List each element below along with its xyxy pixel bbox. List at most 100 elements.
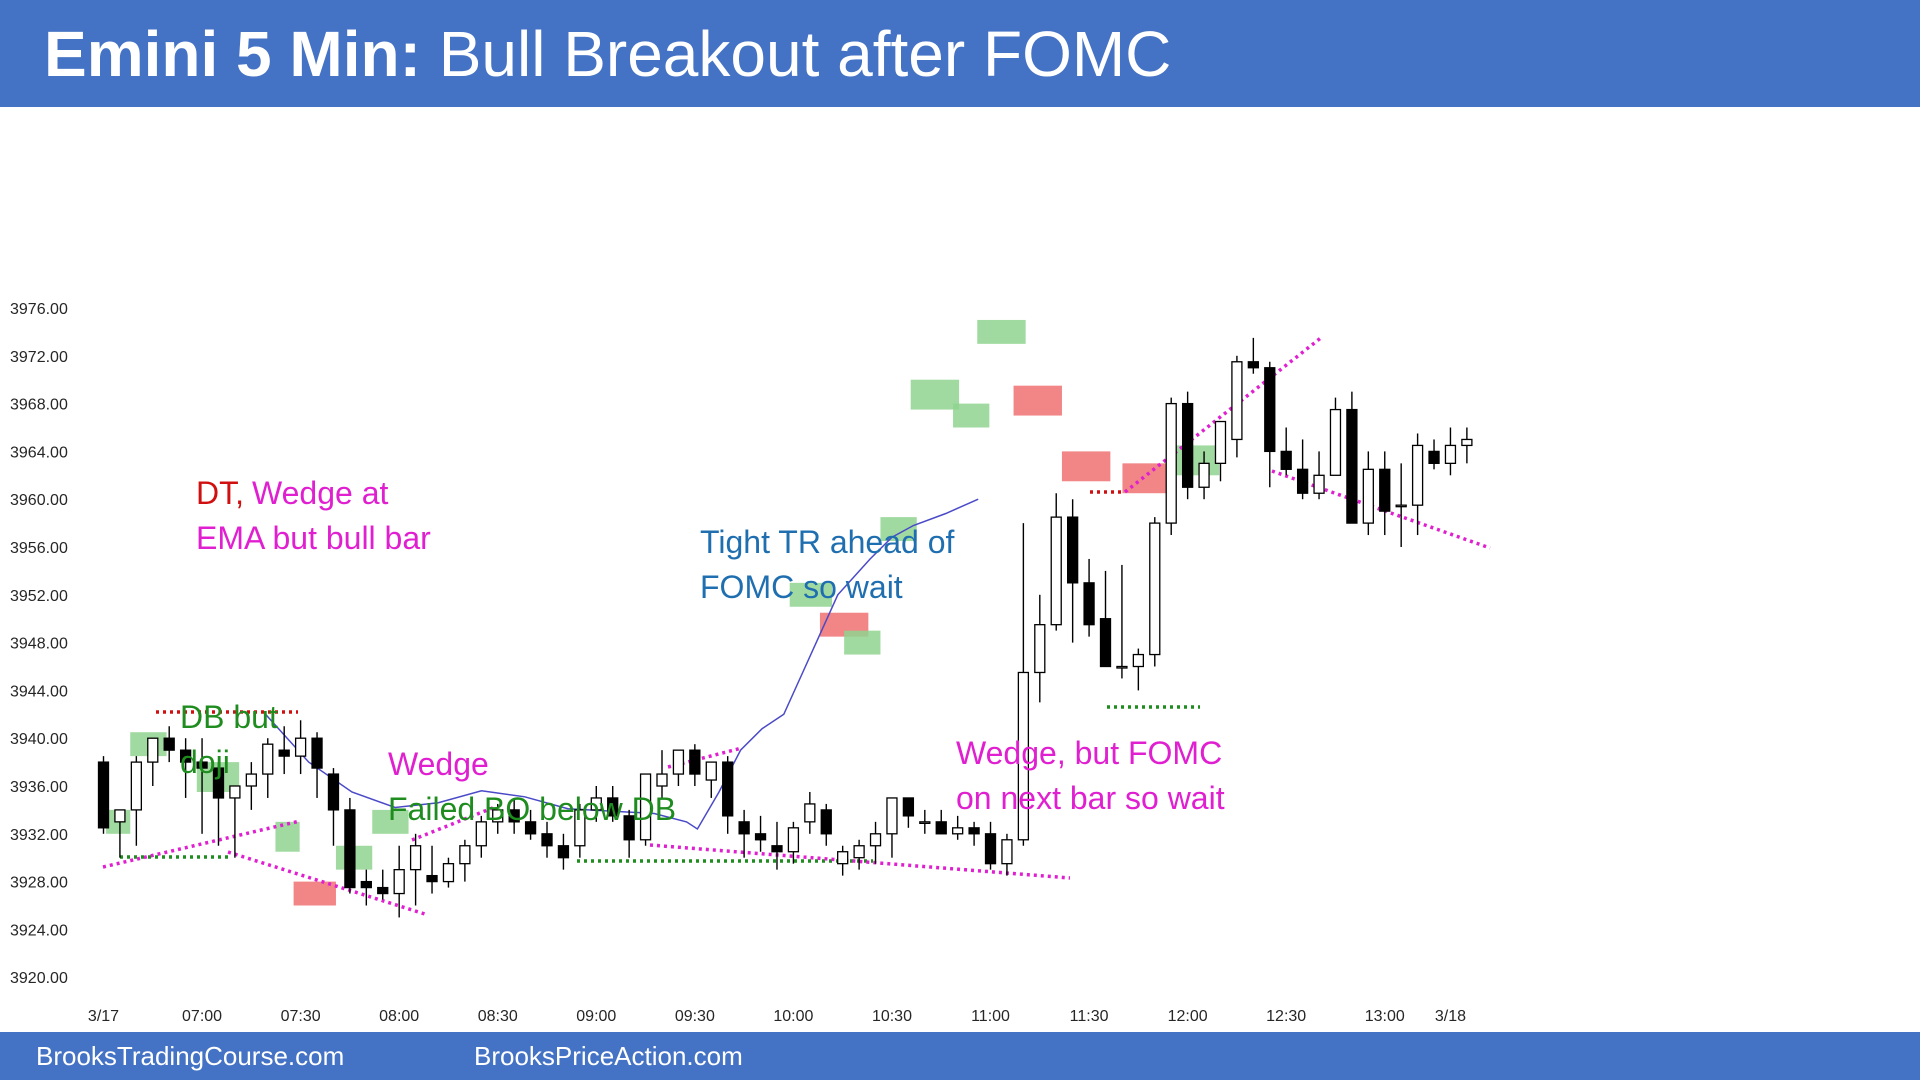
bull-candle — [1017, 671, 1030, 841]
bear-candle — [1428, 450, 1440, 464]
bear-candle — [524, 821, 537, 835]
dotted-marker-line — [649, 843, 1071, 880]
bull-signal-box — [880, 517, 917, 542]
y-tick-label: 3952.00 — [10, 588, 68, 605]
bear-candle — [360, 880, 372, 889]
y-tick-label: 3948.00 — [10, 636, 68, 653]
bear-candle — [311, 737, 323, 769]
x-tick-label: 3/17 — [88, 1008, 119, 1025]
page-title: Emini 5 Min: Bull Breakout after FOMC — [44, 16, 1171, 92]
y-tick-label: 3972.00 — [10, 349, 68, 366]
bear-candle — [689, 749, 701, 775]
bull-candle — [837, 851, 849, 865]
bull-candle — [1461, 438, 1473, 447]
y-tick-label: 3920.00 — [10, 970, 68, 987]
y-tick-label: 3956.00 — [10, 540, 68, 557]
bear-candle — [327, 773, 340, 811]
bear-candle — [1280, 450, 1292, 470]
y-tick-label: 3932.00 — [10, 827, 68, 844]
annotation-db1: DB but — [180, 699, 278, 735]
bull-candle — [919, 821, 931, 824]
bear-signal-box — [1061, 451, 1111, 482]
bull-candle — [130, 761, 143, 811]
dotted-marker-line — [411, 805, 496, 842]
x-tick-label: 13:00 — [1365, 1008, 1405, 1025]
bull-candle — [1411, 444, 1424, 506]
bull-candle — [1329, 408, 1342, 476]
annotation-ttr1: Tight TR ahead of — [700, 524, 954, 560]
bear-candle — [820, 809, 832, 835]
bull-candle — [639, 773, 652, 841]
bear-candle — [1099, 618, 1112, 668]
x-tick-label: 09:00 — [576, 1008, 616, 1025]
bear-candle — [1296, 468, 1309, 494]
bear-signal-box — [293, 881, 336, 906]
chart-lines — [102, 335, 1491, 917]
bear-candle — [278, 749, 290, 757]
title-banner: Emini 5 Min: Bull Breakout after FOMC — [0, 0, 1920, 107]
bull-signal-box — [275, 821, 300, 852]
footer-link-right[interactable]: BrooksPriceAction.com — [474, 1041, 743, 1071]
y-tick-label: 3964.00 — [10, 444, 68, 461]
footer-link-left[interactable]: BrooksTradingCourse.com — [36, 1041, 345, 1071]
bull-candle — [245, 773, 257, 787]
bull-candle — [869, 833, 882, 847]
annotation-wedge3: Wedge, but FOMC — [956, 735, 1222, 771]
bull-candle — [804, 803, 816, 823]
bull-candle — [294, 737, 307, 757]
bull-candle — [1116, 665, 1128, 669]
bear-candle — [1067, 516, 1079, 584]
bull-candle — [1444, 444, 1457, 464]
bull-signal-box — [953, 403, 990, 428]
bear-candle — [179, 749, 192, 763]
bull-candle — [1132, 653, 1145, 668]
bull-candle — [1149, 522, 1161, 656]
bull-candle — [1362, 468, 1374, 524]
x-tick-label: 10:00 — [773, 1008, 813, 1025]
title-bold: Emini 5 Min: — [44, 18, 421, 90]
bear-signal-box — [1122, 463, 1171, 494]
bull-candle — [409, 845, 422, 871]
annotation-wedge1: Wedge at — [252, 475, 389, 511]
bull-candle — [590, 797, 602, 811]
footer-banner: BrooksTradingCourse.com BrooksPriceActio… — [0, 1032, 1920, 1080]
annotation-failed: Failed BO below DB — [388, 791, 676, 827]
bull-candle — [787, 827, 800, 853]
x-axis: 3/17 07:00 07:30 08:00 08:30 09:00 09:30 10:00 1… — [88, 1008, 1466, 1025]
bull-candle — [262, 743, 274, 775]
annotation-wedge2: Wedge — [388, 746, 489, 782]
bull-signal-box — [910, 379, 960, 410]
bear-candle — [607, 797, 619, 817]
bull-candle — [492, 809, 504, 823]
bull-candle — [1034, 624, 1046, 674]
bull-candle — [475, 821, 487, 847]
bull-candle — [147, 737, 159, 763]
bear-candle — [1247, 361, 1259, 369]
bear-candle — [377, 886, 389, 895]
annotation-ttr2: FOMC so wait — [700, 569, 903, 605]
bull-candle — [1050, 516, 1062, 626]
y-tick-label: 3944.00 — [10, 683, 68, 700]
bull-candle — [1313, 474, 1325, 494]
bear-candle — [163, 737, 175, 751]
bear-candle — [1264, 367, 1276, 453]
bear-candle — [557, 845, 570, 859]
dotted-marker-line — [102, 819, 301, 869]
x-tick-label: 10:30 — [872, 1008, 912, 1025]
bull-candle — [442, 863, 455, 883]
y-tick-label: 3960.00 — [10, 492, 68, 509]
bear-candle — [984, 833, 997, 865]
bull-candle — [1198, 462, 1210, 488]
x-tick-label: 08:30 — [478, 1008, 518, 1025]
bull-candle — [574, 809, 586, 847]
bull-candle — [229, 785, 241, 799]
x-tick-label: 09:30 — [675, 1008, 715, 1025]
bull-signal-box — [372, 809, 409, 834]
title-rest: Bull Breakout after FOMC — [420, 18, 1172, 90]
y-tick-label: 3976.00 — [10, 301, 68, 318]
x-tick-label: 11:00 — [971, 1008, 1010, 1025]
bull-candle — [656, 773, 668, 787]
bull-candle — [393, 869, 405, 895]
x-tick-label: 11:30 — [1070, 1008, 1109, 1025]
bull-signal-box — [1170, 445, 1220, 476]
